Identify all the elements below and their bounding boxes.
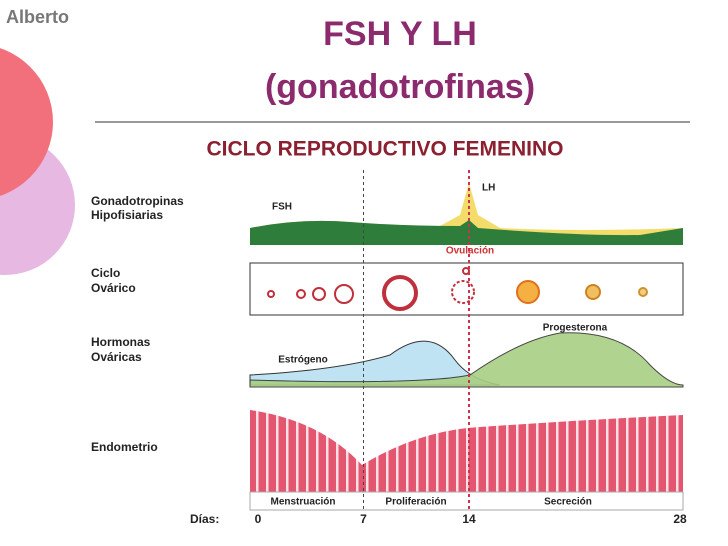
row-label: Endometrio [91, 440, 158, 454]
title: FSH Y LH [323, 15, 477, 53]
annotation: FSH [272, 202, 292, 213]
phase-label: Menstruación [270, 497, 335, 508]
annotation: Progesterona [543, 323, 608, 334]
days-label: Días: [190, 512, 219, 526]
row-label: Ováricas [91, 350, 142, 364]
day-label: 28 [673, 512, 687, 526]
row-label: Ovárico [91, 281, 136, 295]
row-label: Ciclo [91, 266, 120, 280]
row-label: Hormonas [91, 335, 151, 349]
day-label: 14 [462, 512, 476, 526]
ovary-box [249, 262, 684, 316]
day-label: 0 [255, 512, 262, 526]
fsh-curve [250, 220, 683, 245]
author: Alberto [6, 7, 69, 27]
decor-circle [0, 48, 53, 196]
phase-label: Secreción [544, 497, 592, 508]
annotation: Estrógeno [278, 355, 327, 366]
annotation: LH [482, 183, 495, 194]
row-label: Hipofisiarias [91, 208, 163, 222]
phase-bar [249, 491, 684, 511]
follicles [267, 267, 648, 311]
progesterone-curve [249, 332, 684, 388]
diagram-title: CICLO REPRODUCTIVO FEMENINO [206, 138, 563, 161]
row-label: Gonadotropinas [91, 194, 184, 208]
endometrium [250, 410, 683, 492]
phase-label: Proliferación [385, 497, 446, 508]
annotation: Ovulación [446, 246, 494, 257]
day-label: 7 [360, 512, 367, 526]
subtitle: (gonadotrofinas) [265, 68, 535, 106]
